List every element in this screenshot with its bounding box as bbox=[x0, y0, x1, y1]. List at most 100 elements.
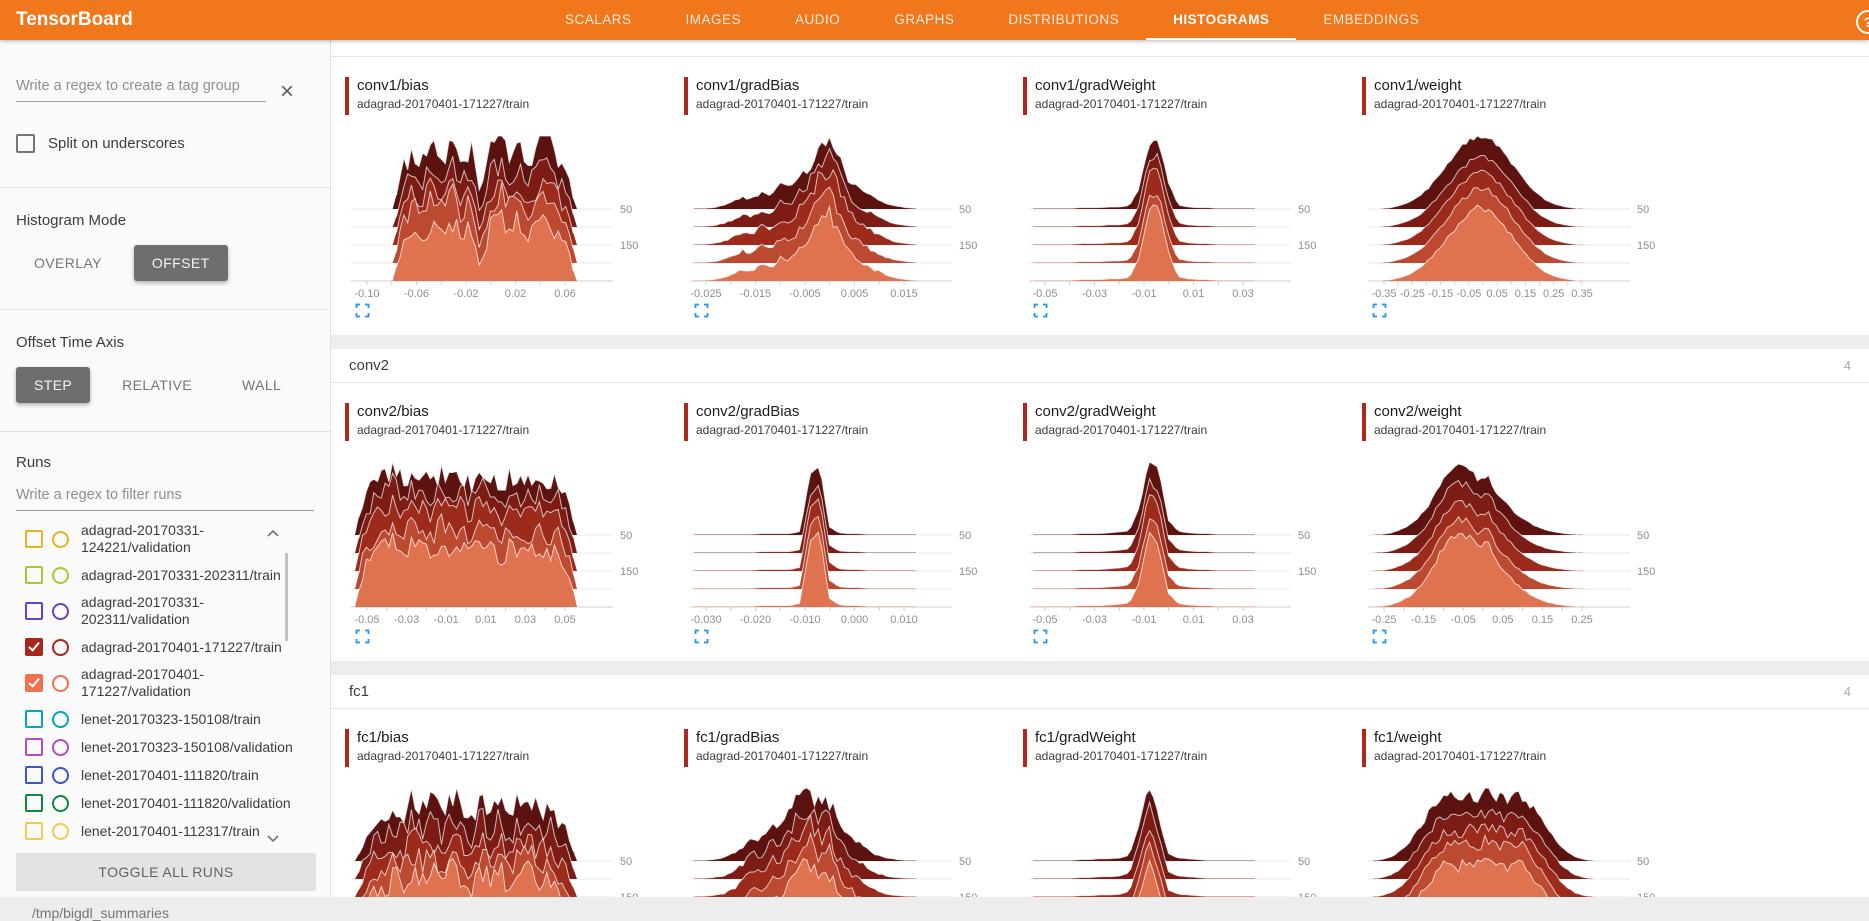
tab-graphs[interactable]: GRAPHS bbox=[894, 11, 955, 27]
card-tag-title: conv2/gradWeight bbox=[1035, 403, 1156, 420]
help-icon[interactable]: ? bbox=[1856, 10, 1869, 34]
offset_time_axis-wall-button[interactable]: WALL bbox=[224, 367, 299, 403]
runs-filter-input[interactable] bbox=[16, 483, 314, 511]
expand-icon[interactable] bbox=[355, 629, 370, 648]
card-run-subtitle: adagrad-20170401-171227/train bbox=[357, 423, 530, 437]
run-checkbox[interactable] bbox=[25, 674, 43, 692]
histogram_mode-overlay-button[interactable]: OVERLAY bbox=[16, 245, 120, 281]
histogram-chart: 50 150 bbox=[1368, 787, 1655, 897]
card-header: fc1/gradBias adagrad-20170401-171227/trai… bbox=[684, 729, 1023, 767]
run-checkbox[interactable] bbox=[25, 638, 43, 656]
tab-audio[interactable]: AUDIO bbox=[795, 11, 841, 27]
card-tag-title: conv2/bias bbox=[357, 403, 429, 420]
run-item[interactable]: adagrad-20170331-202311/validation bbox=[16, 589, 314, 633]
run-label: adagrad-20170331-202311/validation bbox=[81, 594, 204, 627]
histogram-card-conv2-weight: conv2/weight adagrad-20170401-171227/trai… bbox=[1362, 403, 1701, 649]
svg-text:0.35: 0.35 bbox=[1571, 288, 1592, 300]
run-checkbox[interactable] bbox=[25, 602, 43, 620]
histogram_mode-offset-button[interactable]: OFFSET bbox=[133, 245, 228, 281]
svg-text:0.05: 0.05 bbox=[554, 614, 575, 626]
run-item[interactable]: adagrad-20170401-171227/validation bbox=[16, 661, 314, 705]
expand-icon[interactable] bbox=[1033, 629, 1048, 648]
run-label: adagrad-20170401-171227/validation bbox=[81, 666, 204, 699]
run-checkbox[interactable] bbox=[25, 566, 43, 584]
run-radio-icon[interactable] bbox=[52, 766, 69, 784]
run-item[interactable]: lenet-20170401-111820/train bbox=[16, 761, 314, 789]
group-conv1: conv1/bias adagrad-20170401-171227/train 5… bbox=[331, 40, 1869, 335]
toggle-all-runs-button[interactable]: TOGGLE ALL RUNS bbox=[16, 853, 316, 891]
expand-icon[interactable] bbox=[1372, 303, 1387, 322]
svg-text:-0.025: -0.025 bbox=[690, 288, 721, 300]
run-radio-icon[interactable] bbox=[52, 530, 69, 548]
svg-text:50: 50 bbox=[1637, 530, 1649, 542]
run-radio-icon[interactable] bbox=[52, 638, 69, 656]
runs-scrollbar[interactable] bbox=[285, 553, 288, 641]
run-radio-icon[interactable] bbox=[52, 794, 69, 812]
groups: conv1/bias adagrad-20170401-171227/train 5… bbox=[331, 40, 1869, 897]
run-radio-icon[interactable] bbox=[52, 674, 69, 692]
split-underscores-checkbox[interactable] bbox=[16, 134, 35, 153]
scroll-up-icon[interactable] bbox=[266, 525, 280, 537]
run-radio-icon[interactable] bbox=[52, 822, 69, 840]
run-radio-icon[interactable] bbox=[52, 710, 69, 728]
split-underscores-row[interactable]: Split on underscores bbox=[16, 134, 314, 153]
expand-icon[interactable] bbox=[694, 303, 709, 322]
tag-filter-input[interactable] bbox=[16, 74, 266, 102]
histogram-card-conv1-gradWeight: conv1/gradWeight adagrad-20170401-171227/… bbox=[1023, 77, 1362, 323]
run-checkbox[interactable] bbox=[25, 530, 43, 548]
scroll-down-icon[interactable] bbox=[266, 831, 280, 843]
close-icon[interactable]: × bbox=[280, 78, 295, 105]
run-item[interactable]: lenet-20170401-111820/validation bbox=[16, 789, 314, 817]
run-radio-icon[interactable] bbox=[52, 566, 69, 584]
tab-scalars[interactable]: SCALARS bbox=[565, 11, 632, 27]
svg-text:0.03: 0.03 bbox=[1232, 614, 1253, 626]
run-checkbox[interactable] bbox=[25, 766, 43, 784]
run-item[interactable]: adagrad-20170331-202311/train bbox=[16, 561, 314, 589]
tab-images[interactable]: IMAGES bbox=[685, 11, 742, 27]
expand-icon[interactable] bbox=[355, 303, 370, 322]
offset_time_axis-relative-button[interactable]: RELATIVE bbox=[104, 367, 210, 403]
svg-text:-0.01: -0.01 bbox=[1131, 288, 1156, 300]
run-checkbox[interactable] bbox=[25, 794, 43, 812]
run-checkbox[interactable] bbox=[25, 822, 43, 840]
group-header-conv2[interactable]: conv2 4 bbox=[331, 349, 1869, 383]
expand-icon[interactable] bbox=[1033, 303, 1048, 322]
expand-icon[interactable] bbox=[694, 629, 709, 648]
run-item[interactable]: lenet-20170401-112317/train bbox=[16, 817, 314, 845]
sidebar: × Split on underscores Histogram Mode OV… bbox=[0, 40, 331, 921]
svg-text:-0.15: -0.15 bbox=[1428, 288, 1453, 300]
svg-text:-0.005: -0.005 bbox=[789, 288, 820, 300]
card-tag-title: conv2/weight bbox=[1374, 403, 1462, 420]
tab-embeddings[interactable]: EMBEDDINGS bbox=[1323, 11, 1420, 27]
group-count: 4 bbox=[1843, 358, 1851, 373]
run-radio-icon[interactable] bbox=[52, 602, 69, 620]
expand-icon[interactable] bbox=[1372, 629, 1387, 648]
card-titles: conv2/weight adagrad-20170401-171227/trai… bbox=[1374, 403, 1546, 441]
svg-text:-0.06: -0.06 bbox=[404, 288, 429, 300]
card-run-subtitle: adagrad-20170401-171227/train bbox=[1374, 423, 1547, 437]
svg-text:150: 150 bbox=[1298, 566, 1316, 578]
svg-text:50: 50 bbox=[620, 856, 632, 868]
run-radio-icon[interactable] bbox=[52, 738, 69, 756]
run-item[interactable]: lenet-20170323-150108/train bbox=[16, 705, 314, 733]
svg-text:150: 150 bbox=[620, 892, 638, 897]
card-tag-title: fc1/gradWeight bbox=[1035, 729, 1136, 746]
run-checkbox[interactable] bbox=[25, 710, 43, 728]
tab-distributions[interactable]: DISTRIBUTIONS bbox=[1008, 11, 1120, 27]
group-header-fc1[interactable]: fc1 4 bbox=[331, 675, 1869, 709]
split-underscores-label: Split on underscores bbox=[48, 135, 185, 152]
run-item[interactable]: adagrad-20170331-124221/validation bbox=[16, 517, 314, 561]
card-titles: fc1/gradBias adagrad-20170401-171227/trai… bbox=[696, 729, 868, 767]
run-checkbox[interactable] bbox=[25, 738, 43, 756]
offset_time_axis-step-button[interactable]: STEP bbox=[16, 367, 91, 403]
svg-text:-0.05: -0.05 bbox=[1456, 288, 1481, 300]
card-tag-title: fc1/weight bbox=[1374, 729, 1442, 746]
histogram-card-conv1-bias: conv1/bias adagrad-20170401-171227/train 5… bbox=[345, 77, 684, 323]
svg-text:150: 150 bbox=[1637, 566, 1655, 578]
card-run-subtitle: adagrad-20170401-171227/train bbox=[696, 749, 869, 763]
run-item[interactable]: adagrad-20170401-171227/train bbox=[16, 633, 314, 661]
tab-histograms[interactable]: HISTOGRAMS bbox=[1146, 0, 1297, 40]
run-item[interactable]: lenet-20170323-150108/validation bbox=[16, 733, 314, 761]
svg-text:50: 50 bbox=[620, 530, 632, 542]
histogram-chart: 50 150 -0.05 -0.03 -0.01 0.01 0.03 bbox=[1029, 461, 1316, 626]
